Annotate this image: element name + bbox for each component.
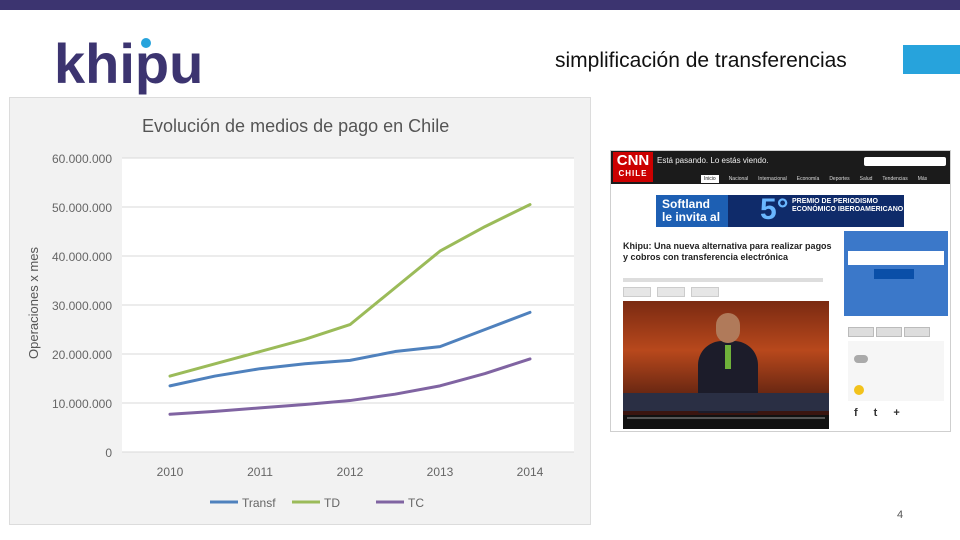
share-button: [691, 287, 719, 297]
y-tick-label: 60.000.000: [52, 152, 112, 166]
cnn-search-box: [864, 157, 946, 166]
sidebar-tab: [876, 327, 902, 337]
cnn-tagline: Está pasando. Lo estás viendo.: [657, 156, 769, 165]
sidebar-tab: [904, 327, 930, 337]
y-tick-label: 40.000.000: [52, 250, 112, 264]
legend-label: TD: [324, 496, 340, 510]
nav-item: Salud: [859, 176, 873, 182]
line-chart: Evolución de medios de pago en Chile Ope…: [26, 116, 574, 510]
social-icons: f t +: [854, 407, 900, 419]
cnn-nav: Inicio Nacional Internacional Economía D…: [701, 174, 949, 184]
nav-item: Inicio: [701, 175, 719, 183]
nav-item: Más: [917, 176, 928, 182]
series-line-tc: [168, 357, 532, 416]
share-buttons: [623, 287, 823, 297]
nav-item: Economía: [796, 176, 820, 182]
banner-number: 5°: [760, 193, 789, 226]
series-line-td: [168, 203, 532, 378]
article-title: Khipu: Una nueva alternativa para realiz…: [623, 241, 832, 262]
x-tick-label: 2012: [337, 465, 364, 479]
y-tick-label: 50.000.000: [52, 201, 112, 215]
cnn-brand-sub: CHILE: [618, 169, 648, 178]
nav-item: Nacional: [728, 176, 749, 182]
video-player: [623, 301, 829, 429]
ad-banner: Softland le invita al 5° PREMIO DE PERIO…: [656, 193, 904, 227]
line-chart-panel: Evolución de medios de pago en Chile Ope…: [9, 97, 591, 525]
x-tick-label: 2013: [427, 465, 454, 479]
news-anchor-tie: [725, 345, 731, 369]
cnn-brand: CNN: [616, 152, 650, 169]
sidebar-ad: [844, 231, 948, 316]
cnn-logo: CNN CHILE: [613, 152, 653, 182]
share-button: [657, 287, 685, 297]
accent-box: [903, 45, 960, 74]
top-bar: [0, 0, 960, 10]
sidebar-ad-button: [874, 269, 914, 279]
chart-title: Evolución de medios de pago en Chile: [142, 116, 449, 136]
page-number: 4: [897, 509, 904, 521]
logo-text: khipu: [54, 32, 203, 95]
sidebar-tabs: [848, 327, 930, 337]
y-tick-label: 0: [105, 446, 112, 460]
legend-label: Transf: [242, 496, 276, 510]
weather-widget: [848, 341, 944, 401]
plus-icon: +: [893, 407, 900, 419]
y-tick-label: 20.000.000: [52, 348, 112, 362]
sidebar-ad-logos: [848, 251, 944, 265]
nav-item: Deportes: [829, 176, 850, 182]
facebook-icon: f: [854, 407, 858, 419]
news-screenshot: CNN CHILE Está pasando. Lo estás viendo.…: [610, 150, 951, 432]
article-meta: [623, 278, 823, 282]
y-axis-label: Operaciones x mes: [26, 247, 41, 359]
y-tick-label: 10.000.000: [52, 397, 112, 411]
video-progress-bar: [627, 417, 825, 419]
share-button: [623, 287, 651, 297]
sun-icon: [854, 385, 864, 395]
slide-title: simplificación de transferencias: [555, 49, 847, 72]
x-tick-label: 2014: [517, 465, 544, 479]
banner-left: Softland le invita al: [656, 195, 728, 227]
cnn-header: CNN CHILE Está pasando. Lo estás viendo.…: [611, 151, 950, 184]
nav-item: Tendencias: [882, 176, 908, 182]
khipu-logo: khipu: [54, 32, 203, 95]
series-line-transf: [168, 310, 532, 388]
cloud-icon: [854, 355, 868, 363]
twitter-icon: t: [873, 407, 878, 419]
nav-item: Internacional: [758, 176, 787, 182]
news-desk: [623, 393, 829, 411]
sidebar: f t +: [844, 231, 948, 431]
y-tick-label: 30.000.000: [52, 299, 112, 313]
sidebar-tab: [848, 327, 874, 337]
news-anchor-head: [716, 313, 740, 343]
banner-text: PREMIO DE PERIODISMO ECONÓMICO IBEROAMER…: [792, 198, 904, 213]
legend-label: TC: [408, 496, 424, 510]
x-tick-label: 2010: [157, 465, 184, 479]
x-tick-label: 2011: [247, 465, 273, 479]
